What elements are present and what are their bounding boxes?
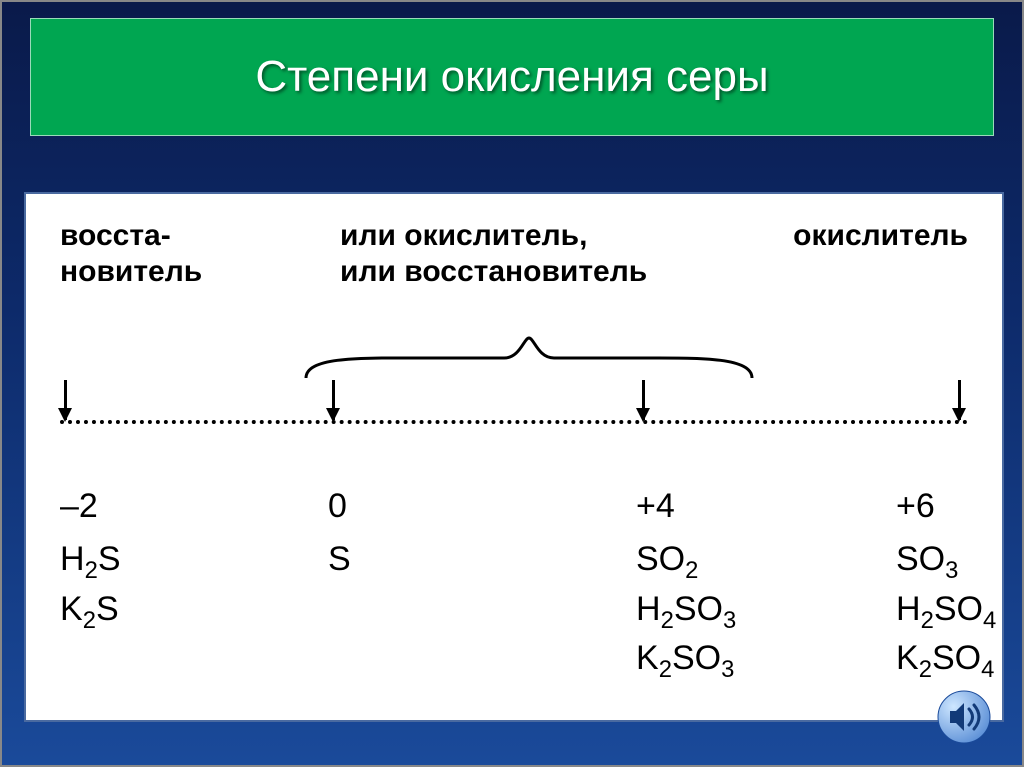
column-plus4: +4 SO2 H2SO3 K2SO3 (636, 482, 736, 683)
formula: K2SO3 (636, 634, 736, 683)
title-bar: Степени окисления серы (30, 18, 994, 136)
slide-title: Степени окисления серы (255, 52, 768, 102)
tick-arrow (332, 380, 335, 420)
tick-arrow (642, 380, 645, 420)
slide: Степени окисления серы восста- новитель … (0, 0, 1024, 767)
formula: K2S (60, 585, 121, 634)
label-both: или окислитель, или восстановитель (340, 218, 647, 290)
formula: K2SO4 (896, 634, 996, 683)
dotted-axis-line (60, 420, 968, 424)
diagram-panel: восста- новитель или окислитель, или вос… (24, 192, 1004, 722)
brace-icon (304, 334, 754, 380)
formula: S (328, 535, 351, 584)
formula: H2SO4 (896, 585, 996, 634)
axis (60, 334, 968, 474)
tick-arrow (64, 380, 67, 420)
label-oxidizer: окислитель (793, 218, 968, 254)
label-reducer: восста- новитель (60, 218, 202, 290)
oxidation-state: +4 (636, 482, 736, 531)
tick-arrow (958, 380, 961, 420)
column-plus6: +6 SO3 H2SO4 K2SO4 (896, 482, 996, 683)
formula: H2SO3 (636, 585, 736, 634)
oxidation-columns: –2 H2S K2S 0 S +4 SO2 H2SO3 K2SO3 +6 SO3… (60, 482, 968, 712)
role-labels: восста- новитель или окислитель, или вос… (60, 212, 968, 322)
oxidation-state: +6 (896, 482, 996, 531)
formula: H2S (60, 535, 121, 584)
column-zero: 0 S (328, 482, 351, 585)
formula: SO3 (896, 535, 996, 584)
oxidation-state: –2 (60, 482, 121, 531)
column-minus2: –2 H2S K2S (60, 482, 121, 634)
sound-icon[interactable] (936, 689, 992, 745)
oxidation-state: 0 (328, 482, 351, 531)
formula: SO2 (636, 535, 736, 584)
